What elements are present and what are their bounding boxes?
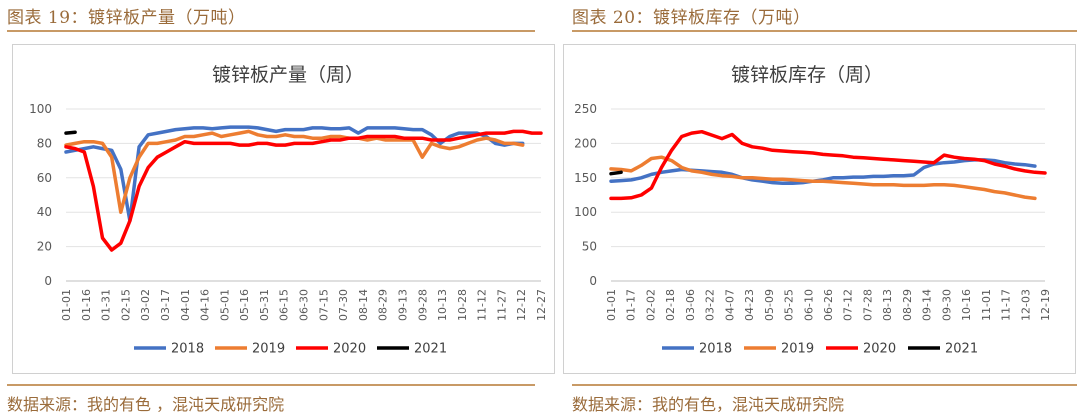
x-tick-label: 03-02 [139, 289, 152, 321]
left-source-note: 数据来源：我的有色 ，混沌天成研究院 [7, 395, 285, 414]
y-tick-label: 150 [574, 171, 597, 185]
x-tick-label: 05-09 [763, 289, 776, 321]
chart-title: 镀锌板产量（周） [212, 64, 364, 86]
x-tick-label: 07-15 [317, 289, 330, 321]
legend-label-2021: 2021 [945, 342, 978, 357]
x-tick-label: 12-27 [535, 289, 548, 321]
x-tick-label: 11-27 [495, 289, 508, 321]
x-tick-label: 07-28 [861, 289, 874, 321]
y-tick-label: 0 [44, 274, 52, 288]
x-tick-label: 04-16 [199, 289, 212, 321]
x-tick-label: 11-01 [980, 289, 993, 321]
y-tick-label: 40 [37, 205, 52, 219]
legend-label-2018: 2018 [171, 342, 204, 357]
y-tick-label: 80 [37, 136, 52, 150]
series-line-2021 [64, 130, 77, 135]
y-tick-label: 200 [574, 136, 597, 150]
x-tick-label: 03-17 [159, 289, 172, 321]
legend-label-2020: 2020 [863, 342, 896, 357]
x-tick-label: 11-17 [1000, 289, 1013, 321]
x-tick-label: 01-01 [60, 289, 73, 321]
x-tick-label: 02-18 [664, 289, 677, 321]
legend-label-2018: 2018 [699, 342, 732, 357]
y-tick-label: 250 [574, 102, 597, 116]
y-tick-label: 100 [29, 102, 52, 116]
series-line-2020 [64, 129, 543, 252]
x-tick-label: 12-12 [515, 289, 528, 321]
series-line-2019 [64, 129, 525, 214]
x-tick-label: 09-14 [921, 289, 934, 321]
x-tick-label: 08-13 [881, 289, 894, 321]
x-tick-label: 08-29 [901, 289, 914, 321]
inventory-chart: 镀锌板库存（周） 0 50 100 150 200 250 01-01 01-17 02-02 02… [574, 64, 1052, 357]
right-figure-title: 图表 20：镀锌板库存（万吨） [572, 8, 811, 28]
x-tick-label: 05-31 [258, 289, 271, 321]
production-chart: 镀锌板产量（周） 0 20 40 60 80 100 01-01 01-16 01-31 02-15… [29, 64, 548, 357]
x-tick-label: 01-17 [625, 289, 638, 321]
left-figure-title: 图表 19：镀锌板产量（万吨） [7, 8, 246, 28]
x-tick-label: 02-02 [644, 289, 657, 321]
left-top-rule [7, 30, 535, 32]
y-tick-label: 20 [37, 240, 52, 254]
y-tick-label: 0 [589, 274, 597, 288]
chart-title: 镀锌板库存（周） [731, 64, 883, 86]
x-tick-label: 09-28 [416, 289, 429, 321]
x-tick-label: 03-06 [684, 289, 697, 321]
legend-label-2021: 2021 [414, 342, 447, 357]
y-tick-label: 60 [37, 171, 52, 185]
x-tick-label: 12-19 [1039, 289, 1052, 321]
x-tick-label: 03-22 [704, 289, 717, 321]
x-tick-label: 07-30 [337, 289, 350, 321]
x-tick-label: 12-03 [1019, 289, 1032, 321]
x-tick-label: 06-15 [278, 289, 291, 321]
x-tick-label: 01-31 [100, 289, 113, 321]
right-source-note: 数据来源：我的有色，混沌天成研究院 [572, 395, 845, 414]
y-tick-label: 100 [574, 205, 597, 219]
right-bottom-rule [572, 384, 1077, 386]
x-tick-label: 06-10 [802, 289, 815, 321]
x-tick-label: 06-30 [298, 289, 311, 321]
x-tick-label: 04-07 [723, 289, 736, 321]
x-tick-label: 05-25 [783, 289, 796, 321]
x-tick-label: 10-28 [456, 289, 469, 321]
left-bottom-rule [7, 384, 535, 386]
x-tick-label: 04-23 [743, 289, 756, 321]
left-chart-panel: 镀锌板产量（周） 0 20 40 60 80 100 01-01 01-16 01-31 02-15… [12, 44, 555, 374]
x-tick-label: 09-30 [940, 289, 953, 321]
right-top-rule [572, 30, 1077, 32]
x-tick-label: 01-16 [80, 289, 93, 321]
x-tick-label: 02-15 [119, 289, 132, 321]
right-chart-panel: 镀锌板库存（周） 0 50 100 150 200 250 01-01 01-17 02-02 02… [563, 44, 1076, 374]
series-line-2020 [609, 129, 1047, 201]
series-line-2021 [609, 170, 623, 176]
x-tick-label: 01-01 [605, 289, 618, 321]
x-tick-label: 05-16 [238, 289, 251, 321]
x-tick-label: 08-14 [357, 289, 370, 321]
x-tick-label: 05-01 [218, 289, 231, 321]
x-tick-label: 04-01 [179, 289, 192, 321]
legend-label-2019: 2019 [252, 342, 285, 357]
x-tick-label: 06-26 [822, 289, 835, 321]
x-tick-label: 11-12 [476, 289, 489, 321]
legend-label-2020: 2020 [333, 342, 366, 357]
x-tick-label: 09-13 [396, 289, 409, 321]
x-tick-label: 10-16 [960, 289, 973, 321]
y-tick-label: 50 [582, 240, 597, 254]
x-tick-label: 07-12 [842, 289, 855, 321]
x-tick-label: 08-29 [377, 289, 390, 321]
legend-label-2019: 2019 [781, 342, 814, 357]
series-line-2019 [609, 155, 1037, 201]
x-tick-label: 10-13 [436, 289, 449, 321]
